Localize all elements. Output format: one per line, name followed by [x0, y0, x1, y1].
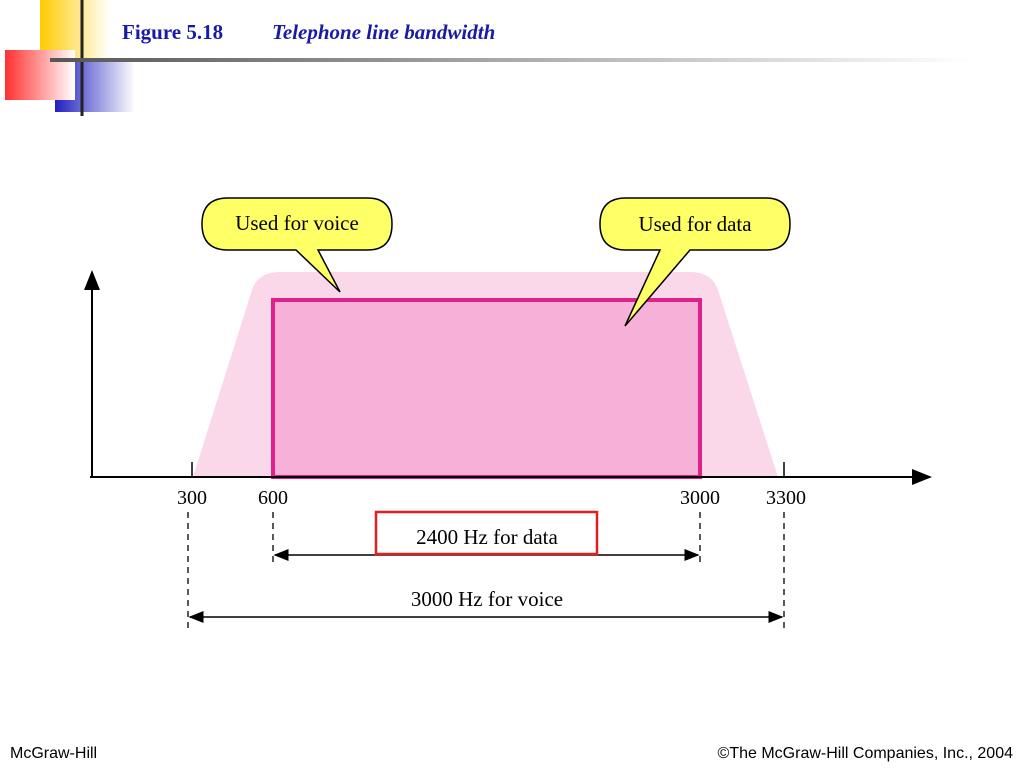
footer-left: McGraw-Hill	[10, 745, 97, 762]
tick-label: 300	[177, 487, 207, 509]
decoration	[5, 0, 970, 116]
figure-number: Figure 5.18	[122, 20, 223, 44]
callout-voice	[201, 197, 393, 293]
voice-span-label: 3000 Hz for voice	[411, 587, 563, 611]
callout-label: Used for data	[638, 212, 752, 236]
data-span-label: 2400 Hz for data	[416, 525, 558, 549]
ticks	[191, 462, 785, 477]
tick-label: 3000	[680, 487, 720, 509]
bandwidth-diagram: 300 600 3000 3300 2400 Hz for data 3000 …	[84, 197, 932, 632]
data-band	[271, 298, 702, 479]
footer-right: ©The McGraw-Hill Companies, Inc., 2004	[718, 745, 1014, 762]
tick-label: 600	[258, 487, 288, 509]
guide-lines	[187, 512, 785, 632]
tick-label: 3300	[766, 487, 806, 509]
callout-label: Used for voice	[235, 211, 359, 235]
slide-title: Telephone line bandwidth	[272, 20, 495, 44]
tick-labels: 300 600 3000 3300	[177, 487, 806, 509]
data-span-box	[374, 510, 599, 556]
callout-data	[599, 197, 791, 327]
